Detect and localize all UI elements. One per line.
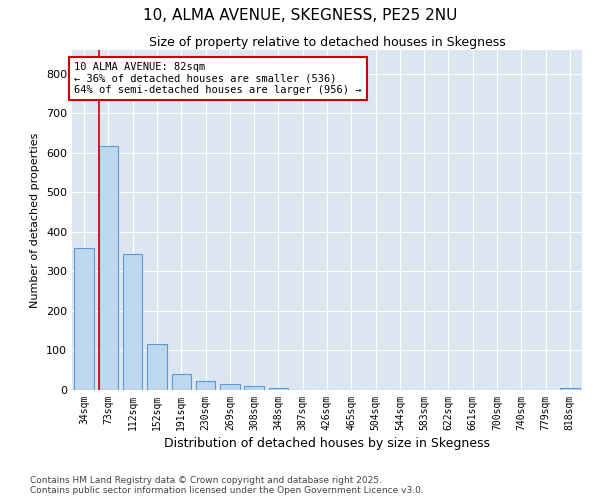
Text: 10, ALMA AVENUE, SKEGNESS, PE25 2NU: 10, ALMA AVENUE, SKEGNESS, PE25 2NU bbox=[143, 8, 457, 22]
Bar bbox=[123, 254, 142, 390]
Title: Size of property relative to detached houses in Skegness: Size of property relative to detached ho… bbox=[149, 36, 505, 49]
Bar bbox=[172, 374, 191, 390]
Bar bbox=[269, 388, 288, 390]
Bar bbox=[220, 384, 239, 390]
Bar bbox=[244, 386, 264, 390]
X-axis label: Distribution of detached houses by size in Skegness: Distribution of detached houses by size … bbox=[164, 437, 490, 450]
Bar bbox=[147, 344, 167, 390]
Bar bbox=[560, 388, 580, 390]
Y-axis label: Number of detached properties: Number of detached properties bbox=[31, 132, 40, 308]
Bar bbox=[99, 146, 118, 390]
Bar bbox=[196, 382, 215, 390]
Bar bbox=[74, 248, 94, 390]
Text: 10 ALMA AVENUE: 82sqm
← 36% of detached houses are smaller (536)
64% of semi-det: 10 ALMA AVENUE: 82sqm ← 36% of detached … bbox=[74, 62, 362, 95]
Text: Contains HM Land Registry data © Crown copyright and database right 2025.
Contai: Contains HM Land Registry data © Crown c… bbox=[30, 476, 424, 495]
